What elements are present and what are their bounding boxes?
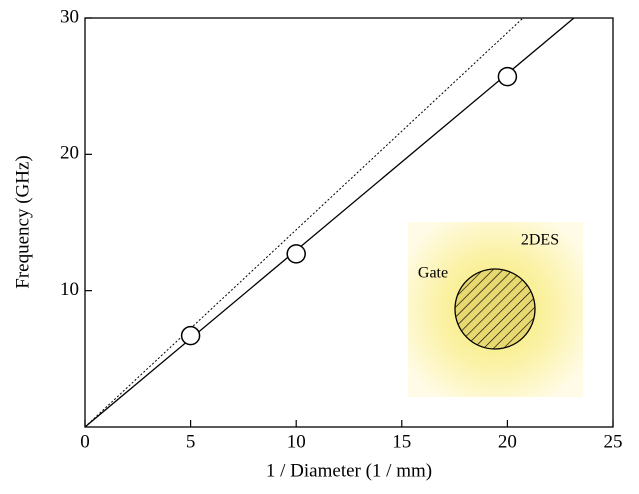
gate-disk	[454, 268, 536, 350]
plot-area	[85, 18, 575, 427]
y-tick-label: 20	[60, 143, 79, 164]
x-tick-label: 15	[392, 431, 411, 452]
fit-line	[85, 18, 575, 427]
x-tick-label: 25	[604, 431, 623, 452]
x-axis-label: 1 / Diameter (1 / mm)	[266, 460, 432, 481]
data-point	[180, 325, 201, 346]
annotation: Gate	[418, 265, 448, 282]
inset: Gate 2DES	[408, 222, 583, 397]
x-tick-label: 20	[498, 431, 517, 452]
x-tick-label: 0	[80, 431, 90, 452]
y-tick-label: 10	[60, 279, 79, 300]
data-point	[286, 244, 306, 264]
plot-frame	[84, 17, 614, 428]
x-tick-label: 10	[287, 431, 306, 452]
data-point	[497, 66, 518, 87]
x-tick-label: 5	[186, 431, 196, 452]
y-tick-label: 30	[60, 6, 79, 27]
annotation: 2DES	[521, 232, 559, 249]
y-axis-label: Frequency (GHz)	[12, 155, 33, 288]
